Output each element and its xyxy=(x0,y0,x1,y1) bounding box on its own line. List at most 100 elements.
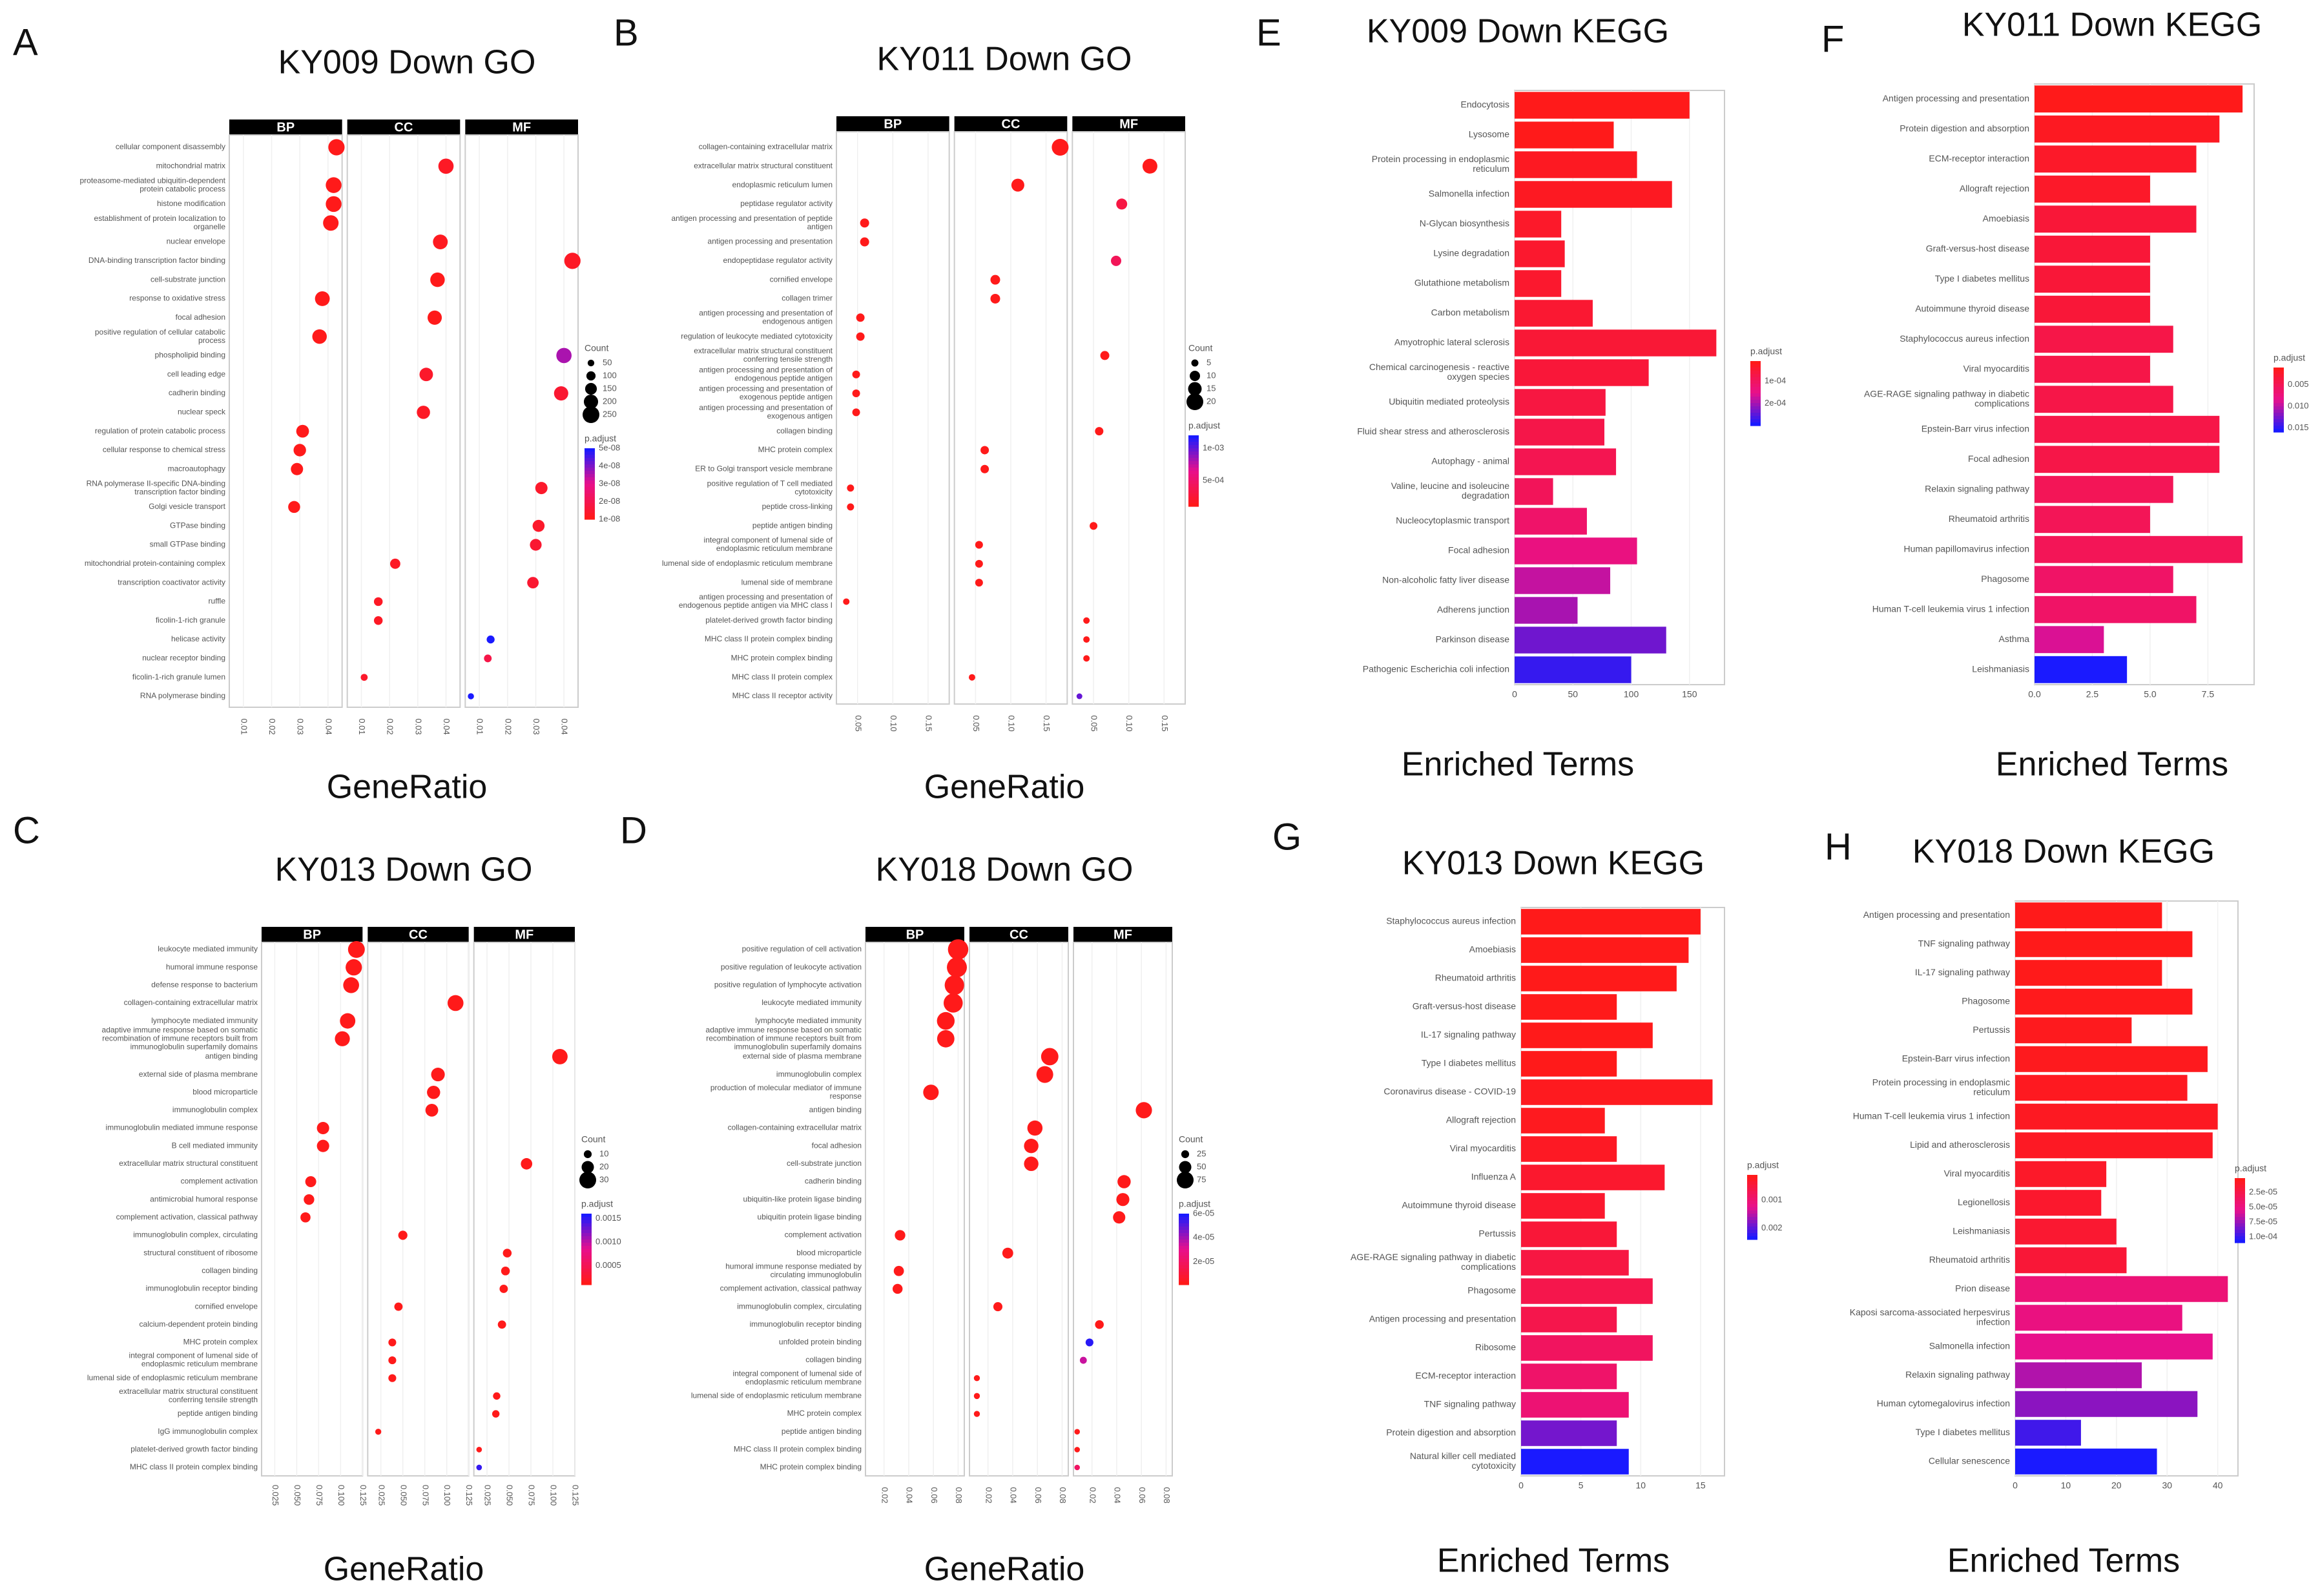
data-point xyxy=(852,389,860,398)
legend-color-title: p.adjust xyxy=(1747,1160,1779,1170)
legend-color-swatch xyxy=(2273,413,2284,417)
x-tick-label: 0.025 xyxy=(377,1485,386,1506)
y-tick-label: Rheumatoid arthritis xyxy=(1435,973,1516,983)
legend-color-swatch xyxy=(585,503,595,507)
y-tick-label: protein catabolic process xyxy=(140,184,225,193)
facet-panel xyxy=(229,134,343,708)
y-tick-label: Salmonella infection xyxy=(1429,189,1509,199)
legend-color-title: p.adjust xyxy=(1179,1199,1210,1209)
legend-color-swatch xyxy=(1188,435,1199,439)
y-tick-label: Legionellosis xyxy=(1958,1197,2010,1207)
y-tick-label: platelet-derived growth factor binding xyxy=(705,616,833,625)
legend-color-label: 2e-04 xyxy=(1765,398,1786,408)
y-tick-label: immunoglobulin superfamily domains xyxy=(734,1042,862,1051)
legend-color-swatch xyxy=(2273,400,2284,404)
x-tick-label: 0.05 xyxy=(971,715,981,731)
y-tick-label: cornified envelope xyxy=(195,1301,258,1311)
y-tick-label: Prion disease xyxy=(1955,1283,2010,1293)
data-point xyxy=(476,1464,482,1471)
data-point xyxy=(937,1011,955,1030)
facet-strip xyxy=(836,116,949,132)
y-tick-label: B cell mediated immunity xyxy=(172,1141,258,1150)
bar xyxy=(1515,508,1587,535)
legend-color-swatch xyxy=(1179,1259,1189,1263)
x-tick-label: 0.06 xyxy=(929,1487,939,1503)
legend-color-swatch xyxy=(1179,1252,1189,1256)
y-tick-label: ruffle xyxy=(209,597,226,606)
x-tick-label: 0.10 xyxy=(1124,715,1134,731)
x-tick-label: 0 xyxy=(1512,689,1517,700)
legend-color-swatch xyxy=(1750,371,1761,375)
data-point xyxy=(943,993,963,1013)
y-tick-label: Salmonella infection xyxy=(1929,1340,2010,1351)
x-tick-label: 50 xyxy=(1568,689,1578,700)
legend-color-label: 2e-08 xyxy=(599,496,620,506)
chart-title: KY009 Down KEGG xyxy=(1367,13,1669,50)
x-tick-label: 0.100 xyxy=(549,1485,559,1506)
legend-size-key xyxy=(1177,1172,1194,1188)
facet-strip xyxy=(347,119,461,135)
data-point xyxy=(312,329,327,344)
bar xyxy=(1515,329,1717,357)
x-tick-label: 30 xyxy=(2162,1480,2172,1491)
legend-color-swatch xyxy=(1188,448,1199,452)
legend-size-key xyxy=(1179,1161,1192,1174)
y-tick-label: oxygen species xyxy=(1447,371,1509,382)
bar xyxy=(1515,537,1637,565)
legend-color-swatch xyxy=(2235,1207,2245,1211)
bar xyxy=(1515,448,1617,475)
y-tick-label: Endocytosis xyxy=(1461,99,1509,110)
legend-color-label: 2.5e-05 xyxy=(2249,1187,2277,1196)
data-point xyxy=(497,1320,506,1329)
data-point xyxy=(947,957,968,978)
bar xyxy=(1515,627,1666,654)
y-tick-label: small GTPase binding xyxy=(150,540,225,549)
y-tick-label: Antigen processing and presentation xyxy=(1883,93,2029,103)
legend-color-title: p.adjust xyxy=(2273,353,2305,363)
legend-color-title: p.adjust xyxy=(2235,1163,2266,1174)
data-point xyxy=(892,1283,903,1294)
y-tick-label: MHC class II protein complex binding xyxy=(734,1445,862,1454)
x-tick-label: 0.050 xyxy=(293,1485,302,1506)
legend-color-swatch xyxy=(581,1239,592,1243)
x-tick-label: 0 xyxy=(2013,1480,2018,1491)
y-tick-label: Lysine degradation xyxy=(1433,248,1509,258)
bar xyxy=(1521,1051,1617,1077)
y-tick-label: unfolded protein binding xyxy=(779,1338,862,1347)
y-tick-label: histone modification xyxy=(157,199,225,208)
bar xyxy=(2035,386,2173,413)
data-point xyxy=(975,559,983,568)
legend-color-label: 4e-05 xyxy=(1193,1232,1214,1242)
y-tick-label: immunoglobulin superfamily domains xyxy=(130,1042,258,1051)
y-tick-label: Coronavirus disease - COVID-19 xyxy=(1383,1086,1516,1097)
x-tick-label: 150 xyxy=(1682,689,1697,700)
legend-color-swatch xyxy=(585,471,595,475)
legend-size-title: Count xyxy=(585,343,608,353)
data-point xyxy=(847,484,854,492)
data-point xyxy=(486,635,495,644)
legend-color-swatch xyxy=(1747,1201,1757,1205)
y-tick-label: antigen processing and presentation xyxy=(708,237,833,246)
y-tick-label: Lipid and atherosclerosis xyxy=(1910,1139,2010,1150)
legend-color-swatch xyxy=(1179,1243,1189,1247)
y-tick-label: immunoglobulin receptor binding xyxy=(146,1284,258,1293)
legend-color-swatch xyxy=(585,510,595,513)
panel-letter-E: E xyxy=(1256,12,1281,54)
x-tick-label: 0.02 xyxy=(1088,1487,1097,1503)
x-tick-label: 40 xyxy=(2213,1480,2223,1491)
x-tick-label: 0.02 xyxy=(267,718,277,734)
x-tick-label: 0.075 xyxy=(527,1485,537,1506)
data-point xyxy=(304,1194,315,1205)
bar xyxy=(2015,1046,2208,1072)
y-tick-label: Chemical carcinogenesis - reactive xyxy=(1369,362,1509,372)
legend-color-swatch xyxy=(585,490,595,494)
y-tick-label: immunoglobulin complex, circulating xyxy=(133,1230,258,1239)
legend-color-swatch xyxy=(1188,493,1199,497)
bar xyxy=(1521,1363,1617,1389)
legend-color-swatch xyxy=(2273,426,2284,430)
data-point xyxy=(1024,1139,1039,1154)
y-tick-label: endogenous peptide antigen xyxy=(735,373,833,382)
y-tick-label: endopeptidase regulator activity xyxy=(723,256,833,265)
y-tick-label: complement activation xyxy=(785,1230,862,1239)
y-tick-label: degradation xyxy=(1462,490,1509,501)
